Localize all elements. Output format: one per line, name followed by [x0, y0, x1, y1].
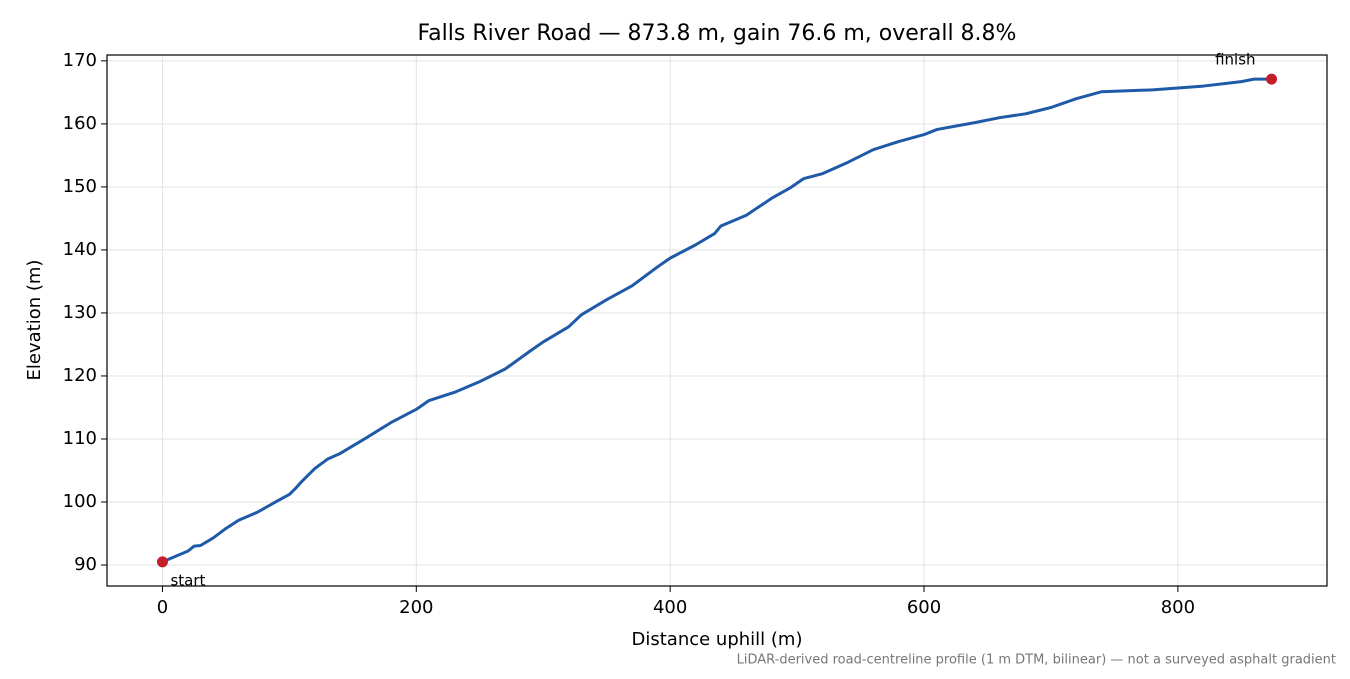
- plot-frame: [106, 54, 1328, 587]
- chart-title: Falls River Road — 873.8 m, gain 76.6 m,…: [418, 21, 1017, 46]
- y-tick-label: 150: [63, 176, 97, 197]
- x-tick-label: 400: [653, 597, 687, 618]
- x-tick-label: 200: [399, 597, 433, 618]
- elevation-line: [161, 77, 1272, 564]
- footnote: LiDAR-derived road-centreline profile (1…: [737, 653, 1336, 668]
- x-tick-label: 0: [157, 597, 168, 618]
- y-tick-label: 140: [63, 239, 97, 260]
- x-tick-label: 800: [1161, 597, 1195, 618]
- y-tick-label: 130: [63, 302, 97, 323]
- x-tick-label: 600: [907, 597, 941, 618]
- endpoint-marker: [156, 556, 168, 568]
- annotation: start: [170, 571, 205, 589]
- y-tick-label: 160: [63, 113, 97, 134]
- annotation: finish: [1215, 51, 1255, 69]
- y-axis-label: Elevation (m): [24, 260, 45, 381]
- y-tick-label: 90: [74, 554, 97, 575]
- endpoint-marker: [1266, 73, 1278, 85]
- y-tick-label: 170: [63, 50, 97, 71]
- y-tick-label: 120: [63, 365, 97, 386]
- x-axis-label: Distance uphill (m): [632, 629, 803, 650]
- y-tick-label: 100: [63, 491, 97, 512]
- y-tick-label: 110: [63, 428, 97, 449]
